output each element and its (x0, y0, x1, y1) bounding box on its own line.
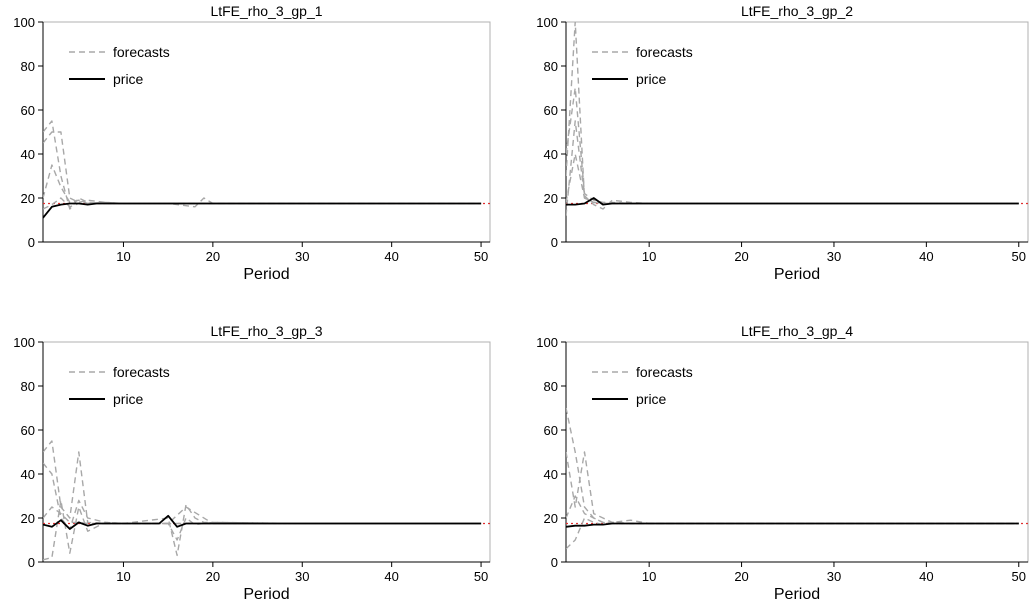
forecast-series-line (566, 153, 1019, 205)
y-tick-label: 40 (544, 147, 558, 162)
x-tick-label: 30 (827, 569, 841, 584)
chart-title: LtFE_rho_3_gp_4 (741, 323, 853, 339)
y-tick-label: 80 (544, 59, 558, 74)
forecast-series-line (566, 120, 1019, 216)
x-tick-label: 40 (919, 569, 933, 584)
plot-frame (42, 341, 491, 563)
chart-title: LtFE_rho_3_gp_3 (210, 323, 322, 339)
x-tick-label: 20 (206, 569, 220, 584)
forecast-series-line (566, 22, 1019, 205)
price-series-line (43, 514, 482, 530)
x-tick-label: 50 (474, 569, 488, 584)
y-tick-label: 0 (551, 555, 558, 570)
y-tick-label: 100 (536, 15, 558, 30)
x-tick-label: 10 (642, 569, 656, 584)
chart-panel-3: LtFE_rho_3_gp_3 0 20 40 60 80 100 10 20 30 40 50 Per… (13, 323, 491, 603)
forecast-series-line (43, 164, 482, 208)
y-tick-label: 40 (21, 467, 35, 482)
forecast-series-line (43, 499, 482, 561)
forecast-series-line (566, 451, 1019, 525)
x-axis-label: Period (243, 266, 289, 283)
forecast-series-line (566, 517, 1019, 550)
forecast-series-line (43, 120, 482, 210)
y-tick-label: 0 (28, 235, 35, 250)
y-tick-label: 40 (544, 467, 558, 482)
forecast-series-line (43, 506, 482, 525)
legend-price-label: price (636, 71, 667, 87)
chart-panel-4: LtFE_rho_3_gp_4 0 20 40 60 80 100 10 20 30 40 50 Per… (536, 323, 1029, 603)
x-tick-label: 20 (734, 569, 748, 584)
y-tick-label: 20 (544, 511, 558, 526)
y-tick-label: 60 (544, 103, 558, 118)
x-axis-label: Period (774, 266, 820, 283)
y-tick-label: 40 (21, 147, 35, 162)
forecast-series-line (566, 407, 1019, 525)
y-tick-label: 80 (21, 59, 35, 74)
y-tick-label: 20 (21, 511, 35, 526)
y-tick-label: 100 (13, 15, 35, 30)
y-tick-label: 60 (21, 423, 35, 438)
legend-forecasts-label: forecasts (636, 364, 693, 380)
y-tick-label: 60 (544, 423, 558, 438)
legend-forecasts-label: forecasts (113, 364, 170, 380)
price-series-line (43, 202, 482, 219)
y-tick-label: 80 (544, 379, 558, 394)
x-tick-label: 20 (734, 249, 748, 264)
legend-price-label: price (113, 391, 144, 407)
x-tick-label: 50 (1012, 569, 1026, 584)
forecast-series-line (566, 87, 1019, 205)
plot-frame (42, 21, 491, 243)
forecast-series-line (43, 440, 482, 525)
price-series-line (566, 197, 1019, 206)
legend-forecasts-label: forecasts (636, 44, 693, 60)
x-tick-label: 20 (206, 249, 220, 264)
legend-price-label: price (636, 391, 667, 407)
forecast-series-line (43, 462, 482, 541)
forecast-series-line (566, 495, 1019, 525)
x-tick-label: 40 (919, 249, 933, 264)
legend-price-label: price (113, 71, 144, 87)
x-tick-label: 10 (642, 249, 656, 264)
y-tick-label: 100 (13, 335, 35, 350)
chart-panel-1: LtFE_rho_3_gp_1 0 20 40 60 80 100 10 20 30 40 50 Per… (13, 3, 491, 283)
x-tick-label: 30 (827, 249, 841, 264)
forecast-series-line (43, 131, 482, 205)
legend-forecasts-label: forecasts (113, 44, 170, 60)
x-tick-label: 40 (384, 249, 398, 264)
y-tick-label: 20 (544, 191, 558, 206)
price-series-line (566, 522, 1019, 528)
chart-title: LtFE_rho_3_gp_2 (741, 3, 853, 19)
x-tick-label: 30 (295, 249, 309, 264)
y-tick-label: 80 (21, 379, 35, 394)
x-tick-label: 10 (116, 249, 130, 264)
forecast-series-line (43, 197, 482, 210)
y-tick-label: 0 (551, 235, 558, 250)
y-tick-label: 60 (21, 103, 35, 118)
y-tick-label: 20 (21, 191, 35, 206)
chart-title: LtFE_rho_3_gp_1 (210, 3, 322, 19)
x-tick-label: 50 (1012, 249, 1026, 264)
y-tick-label: 100 (536, 335, 558, 350)
x-tick-label: 40 (384, 569, 398, 584)
chart-panel-2: LtFE_rho_3_gp_2 0 20 40 60 80 100 10 20 30 40 50 Per… (536, 3, 1029, 283)
x-tick-label: 50 (474, 249, 488, 264)
y-tick-label: 0 (28, 555, 35, 570)
x-axis-label: Period (243, 586, 289, 603)
x-tick-label: 30 (295, 569, 309, 584)
x-tick-label: 10 (116, 569, 130, 584)
x-axis-label: Period (774, 586, 820, 603)
